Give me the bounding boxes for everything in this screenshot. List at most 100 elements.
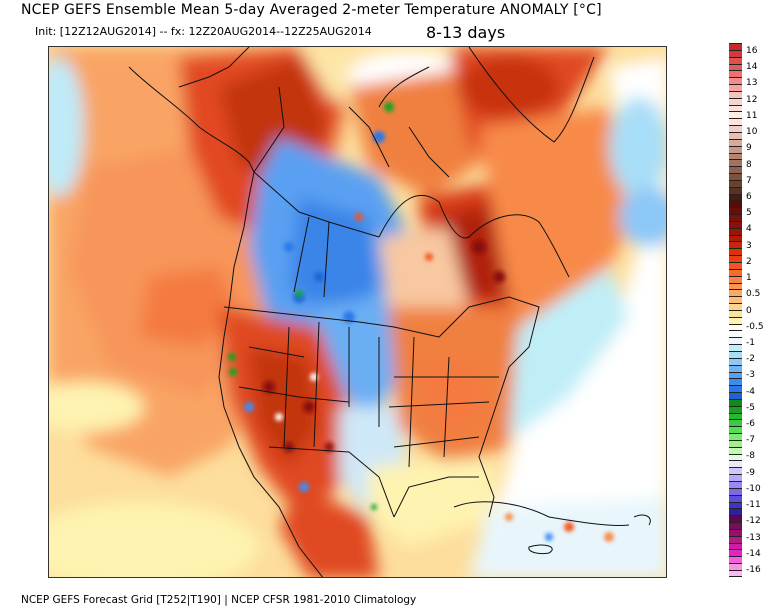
- colorbar-swatch: [729, 556, 742, 564]
- map-canvas: [49, 47, 666, 577]
- colorbar-swatch: [729, 159, 742, 167]
- colorbar-swatch: [729, 392, 742, 399]
- anomaly-field: [49, 47, 666, 577]
- colorbar-label: -6: [746, 419, 755, 430]
- colorbar-label: 14: [746, 62, 758, 73]
- colorbar-swatch: [729, 357, 742, 365]
- colorbar-swatch: [729, 200, 742, 208]
- colorbar-swatch: [729, 56, 742, 64]
- colorbar-swatch: [729, 63, 742, 71]
- east-coast: [438, 296, 540, 518]
- coastlines-and-borders: [128, 47, 651, 577]
- colorbar-label: 3: [746, 240, 752, 251]
- colorbar-swatch: [729, 344, 742, 351]
- colorbar-label: 6: [746, 191, 752, 202]
- colorbar-label: 0: [746, 305, 752, 316]
- colorbar-label: -9: [746, 467, 755, 478]
- colorbar-label: -3: [746, 370, 755, 381]
- temperature-anomaly-map: [48, 46, 667, 578]
- colorbar-swatch: [729, 364, 742, 372]
- colorbar-swatch: [729, 234, 742, 242]
- colorbar-swatch: [729, 453, 742, 461]
- colorbar-label: -4: [746, 386, 755, 397]
- colorbar-swatch: [729, 131, 742, 139]
- colorbar-swatch: [729, 214, 742, 221]
- colorbar-label: -5: [746, 402, 755, 413]
- colorbar-swatch: [729, 419, 742, 427]
- colorbar-swatch: [729, 97, 742, 105]
- colorbar-label: -2: [746, 354, 755, 365]
- colorbar-swatch: [729, 207, 742, 215]
- colorbar-swatch: [729, 166, 742, 174]
- colorbar-swatch: [729, 289, 742, 297]
- colorbar-labels: 16 14 13 12 11 10 9 8 7 6 5 4 3 2 1 0.5 0 -0.5 -1 -2 -3 -4 -5 -…: [746, 43, 768, 579]
- colorbar-swatch: [729, 412, 742, 420]
- colorbar-swatch: [729, 241, 742, 249]
- colorbar-swatch: [729, 522, 742, 529]
- colorbar-swatch: [729, 446, 742, 454]
- colorbar-label: 0.5: [746, 289, 761, 300]
- colorbar-swatch: [729, 515, 742, 523]
- colorbar-swatch: [729, 227, 742, 235]
- colorbar-label: 12: [746, 94, 758, 105]
- colorbar-swatch: [729, 398, 742, 406]
- colorbar-swatch: [729, 481, 742, 488]
- colorbar-label: 13: [746, 78, 758, 89]
- colorbar-swatch: [729, 70, 742, 78]
- colorbar-swatch: [729, 528, 742, 536]
- colorbar: [729, 43, 742, 577]
- colorbar-swatch: [729, 330, 742, 338]
- colorbar-label: 7: [746, 175, 752, 186]
- colorbar-swatch: [729, 535, 742, 543]
- colorbar-swatch: [729, 111, 742, 119]
- colorbar-label: 9: [746, 143, 752, 154]
- colorbar-label: 11: [746, 110, 758, 121]
- init-forecast-range: Init: [12Z12AUG2014] -- fx: 12Z20AUG2014…: [35, 25, 372, 38]
- colorbar-label: 2: [746, 256, 752, 267]
- colorbar-swatch: [729, 563, 742, 570]
- colorbar-label: -14: [746, 548, 761, 559]
- colorbar-swatch: [729, 487, 742, 495]
- colorbar-swatch: [729, 494, 742, 502]
- colorbar-swatch: [729, 569, 742, 577]
- colorbar-swatch: [729, 77, 742, 85]
- colorbar-label: -0.5: [746, 321, 764, 332]
- colorbar-swatch: [729, 84, 742, 91]
- colorbar-swatch: [729, 467, 742, 475]
- colorbar-swatch: [729, 220, 742, 228]
- colorbar-swatch: [729, 460, 742, 468]
- colorbar-swatch: [729, 405, 742, 413]
- colorbar-label: 4: [746, 224, 752, 235]
- colorbar-swatch: [729, 43, 742, 50]
- colorbar-swatch: [729, 426, 742, 434]
- colorbar-label: 8: [746, 159, 752, 170]
- colorbar-swatch: [729, 125, 742, 132]
- colorbar-label: -8: [746, 451, 755, 462]
- colorbar-swatch: [729, 542, 742, 550]
- colorbar-swatch: [729, 275, 742, 283]
- alaska-coast: [128, 66, 255, 173]
- colorbar-swatch: [729, 173, 742, 180]
- colorbar-swatch: [729, 474, 742, 481]
- colorbar-swatch: [729, 337, 742, 345]
- colorbar-swatch: [729, 138, 742, 146]
- colorbar-swatch: [729, 296, 742, 304]
- colorbar-swatch: [729, 309, 742, 317]
- colorbar-swatch: [729, 179, 742, 187]
- colorbar-swatch: [729, 350, 742, 358]
- colorbar-swatch: [729, 118, 742, 126]
- chart-title: NCEP GEFS Ensemble Mean 5-day Averaged 2…: [21, 2, 602, 18]
- colorbar-swatch: [729, 193, 742, 201]
- colorbar-swatch: [729, 549, 742, 557]
- colorbar-swatch: [729, 282, 742, 290]
- colorbar-swatch: [729, 90, 742, 98]
- colorbar-label: -11: [746, 500, 761, 511]
- west-coast: [218, 171, 324, 577]
- colorbar-swatch: [729, 378, 742, 386]
- colorbar-swatch: [729, 255, 742, 262]
- colorbar-swatch: [729, 303, 742, 310]
- colorbar-swatch: [729, 145, 742, 153]
- colorbar-label: 10: [746, 127, 758, 138]
- colorbar-swatch: [729, 508, 742, 516]
- colorbar-label: 1: [746, 273, 752, 284]
